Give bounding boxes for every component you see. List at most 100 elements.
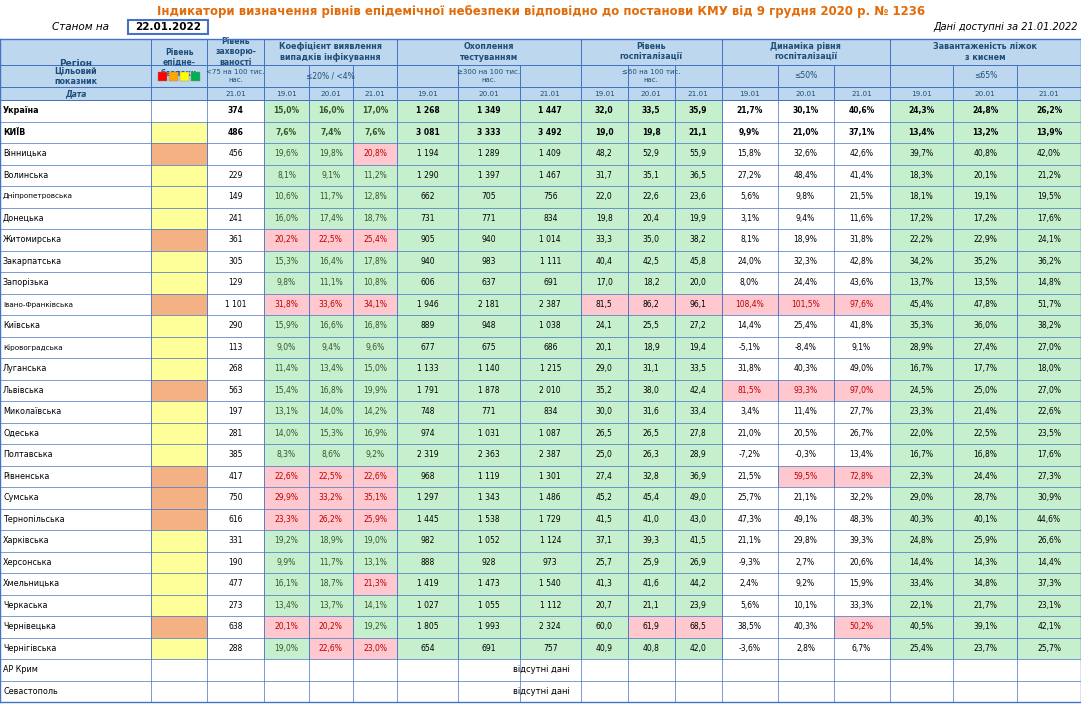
Text: 9,4%: 9,4%	[796, 214, 815, 223]
Bar	[953, 186, 1017, 207]
Bar	[890, 401, 953, 423]
Bar	[0, 401, 1081, 423]
Text: 385: 385	[228, 450, 243, 460]
Bar	[890, 186, 953, 207]
Bar	[0, 638, 1081, 659]
Bar	[0, 39, 1081, 65]
Text: 13,1%: 13,1%	[275, 407, 298, 416]
Text: 81,5: 81,5	[596, 300, 613, 309]
Text: 654: 654	[421, 644, 436, 653]
Text: 35,1%: 35,1%	[363, 493, 387, 502]
Bar	[675, 444, 721, 465]
Bar	[458, 551, 520, 573]
Text: 22,2%: 22,2%	[909, 235, 933, 244]
Bar	[675, 595, 721, 616]
Text: 23,6: 23,6	[690, 192, 707, 201]
Bar	[458, 423, 520, 444]
Bar	[309, 487, 353, 508]
Text: 21,1: 21,1	[689, 128, 707, 136]
Text: АР Крим: АР Крим	[3, 665, 38, 674]
Bar	[0, 315, 1081, 337]
Text: 1 349: 1 349	[477, 106, 501, 115]
Bar	[953, 487, 1017, 508]
Bar	[520, 358, 580, 380]
Bar	[397, 508, 458, 530]
Text: 13,1%: 13,1%	[363, 558, 387, 567]
Text: Полтавська: Полтавська	[3, 450, 53, 460]
Text: 23,5%: 23,5%	[1037, 428, 1062, 438]
Bar	[580, 293, 628, 315]
Text: 928: 928	[482, 558, 496, 567]
Text: 21.01: 21.01	[688, 90, 708, 96]
Bar	[890, 272, 953, 293]
Text: 19,4: 19,4	[690, 343, 707, 352]
Text: 18,7%: 18,7%	[363, 214, 387, 223]
Bar	[397, 444, 458, 465]
Bar	[397, 358, 458, 380]
Bar	[309, 551, 353, 573]
Text: 41,4%: 41,4%	[850, 171, 873, 180]
Text: 21,4%: 21,4%	[973, 407, 997, 416]
Text: 563: 563	[228, 386, 243, 395]
Text: 24,5%: 24,5%	[909, 386, 934, 395]
Text: 606: 606	[421, 279, 436, 287]
Text: 37,3%: 37,3%	[1037, 579, 1062, 588]
Bar	[397, 487, 458, 508]
Bar	[265, 186, 309, 207]
Bar	[265, 358, 309, 380]
Bar	[675, 143, 721, 165]
Text: 35,3%: 35,3%	[909, 321, 934, 330]
Text: 33,2%: 33,2%	[319, 493, 343, 502]
Text: 8,3%: 8,3%	[277, 450, 296, 460]
Text: 32,8: 32,8	[643, 472, 659, 481]
Bar	[1017, 551, 1081, 573]
Bar	[265, 638, 309, 659]
Bar	[151, 487, 208, 508]
Bar	[520, 444, 580, 465]
Bar	[0, 337, 1081, 358]
Text: 13,7%: 13,7%	[319, 601, 343, 609]
Text: 68,5: 68,5	[690, 622, 707, 631]
Bar	[520, 616, 580, 638]
Text: 21,7%: 21,7%	[973, 601, 997, 609]
Text: 750: 750	[228, 493, 243, 502]
Text: 20.01: 20.01	[975, 90, 996, 96]
Text: 16,4%: 16,4%	[319, 257, 343, 266]
Text: 20,7: 20,7	[596, 601, 613, 609]
Bar	[309, 315, 353, 337]
Text: 19,0: 19,0	[595, 128, 614, 136]
Text: 25,0: 25,0	[596, 450, 613, 460]
Bar	[151, 122, 208, 143]
Bar	[675, 465, 721, 487]
Text: 757: 757	[543, 644, 558, 653]
Text: 19,0%: 19,0%	[363, 536, 387, 545]
Text: Черкаська: Черкаська	[3, 601, 48, 609]
Text: Чернігівська: Чернігівська	[3, 644, 56, 653]
Text: 940: 940	[482, 235, 496, 244]
Bar	[397, 530, 458, 551]
Text: 22,6%: 22,6%	[319, 644, 343, 653]
Bar	[458, 573, 520, 595]
Text: 1 409: 1 409	[539, 149, 561, 158]
Bar	[1017, 337, 1081, 358]
Text: 25,9%: 25,9%	[363, 515, 387, 524]
Bar	[675, 638, 721, 659]
Bar	[265, 444, 309, 465]
Text: 1 124: 1 124	[539, 536, 561, 545]
Text: Цільовий
показник: Цільовий показник	[54, 66, 97, 86]
Text: 9,8%: 9,8%	[796, 192, 815, 201]
Bar	[458, 508, 520, 530]
Bar	[265, 423, 309, 444]
Text: 21,0%: 21,0%	[792, 128, 818, 136]
Bar	[309, 250, 353, 272]
Text: 22,5%: 22,5%	[973, 428, 997, 438]
Text: 96,1: 96,1	[690, 300, 707, 309]
Text: Хмельницька: Хмельницька	[3, 579, 61, 588]
Bar	[309, 207, 353, 229]
Text: Індикатори визначення рівнів епідемічної небезпеки відповідно до постанови КМУ в: Індикатори визначення рівнів епідемічної…	[157, 6, 925, 18]
Text: 21.01: 21.01	[225, 90, 246, 96]
Bar	[520, 595, 580, 616]
Text: 11,6%: 11,6%	[850, 214, 873, 223]
Text: 31,6: 31,6	[643, 407, 659, 416]
Bar	[353, 207, 397, 229]
